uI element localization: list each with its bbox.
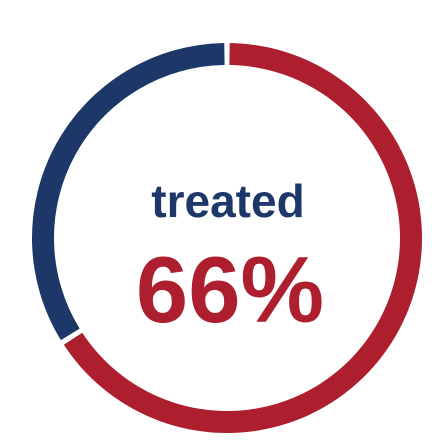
donut-slice-2 bbox=[32, 43, 225, 341]
donut-slices bbox=[32, 43, 422, 433]
center-percentage-label: 66% bbox=[136, 237, 324, 342]
center-category-label: treated bbox=[151, 175, 304, 227]
